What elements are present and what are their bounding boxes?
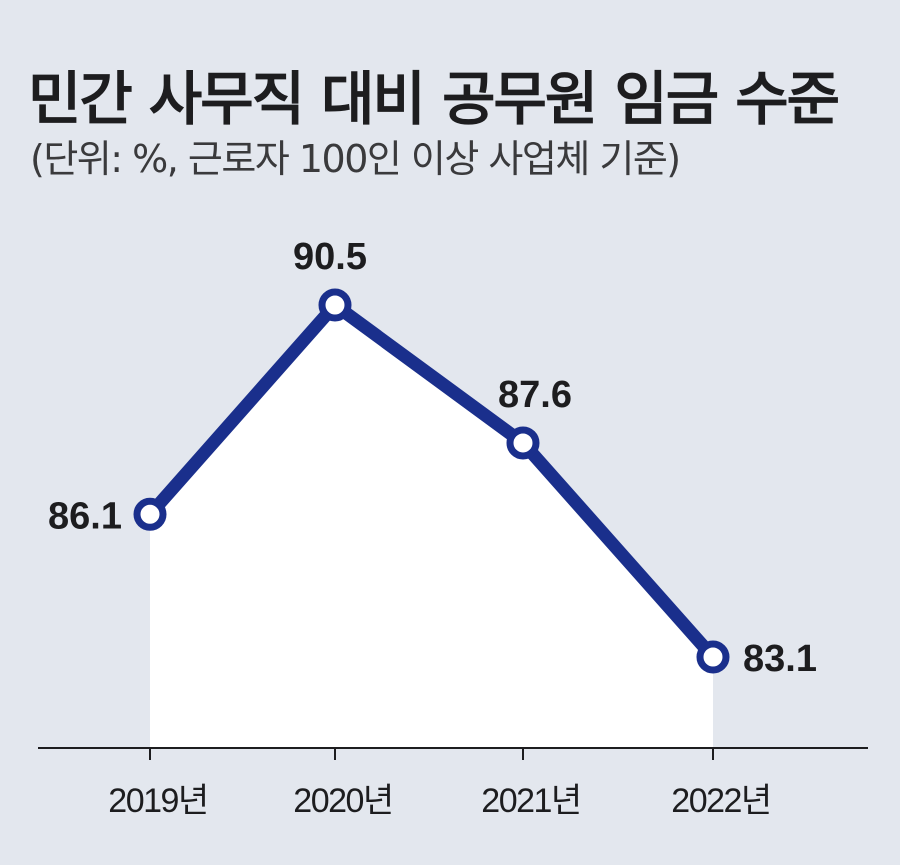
x-tick-label-1: 2020년 — [293, 782, 392, 820]
data-point-1 — [318, 288, 352, 322]
value-label-1: 90.5 — [293, 236, 367, 278]
data-labels: 86.1 90.5 87.6 83.1 — [48, 236, 817, 680]
x-tick-label-2: 2021년 — [481, 782, 580, 820]
data-markers — [133, 288, 730, 674]
x-tick-label-0: 2019년 — [108, 782, 207, 820]
value-label-0: 86.1 — [48, 495, 122, 537]
value-label-3: 83.1 — [743, 638, 817, 680]
data-point-3 — [696, 640, 730, 674]
x-tick-label-3: 2022년 — [671, 782, 770, 820]
data-point-0 — [133, 497, 167, 531]
x-tick-labels: 2019년 2020년 2021년 2022년 — [108, 782, 772, 820]
chart-title: 민간 사무직 대비 공무원 임금 수준 — [28, 65, 840, 133]
series-line — [143, 298, 720, 664]
area-fill — [150, 305, 713, 748]
x-axis-ticks — [149, 748, 714, 760]
value-label-2: 87.6 — [498, 374, 572, 416]
data-point-2 — [506, 426, 540, 460]
chart-subtitle: (단위: %, 근로자 100인 이상 사업체 기준) — [30, 137, 681, 181]
